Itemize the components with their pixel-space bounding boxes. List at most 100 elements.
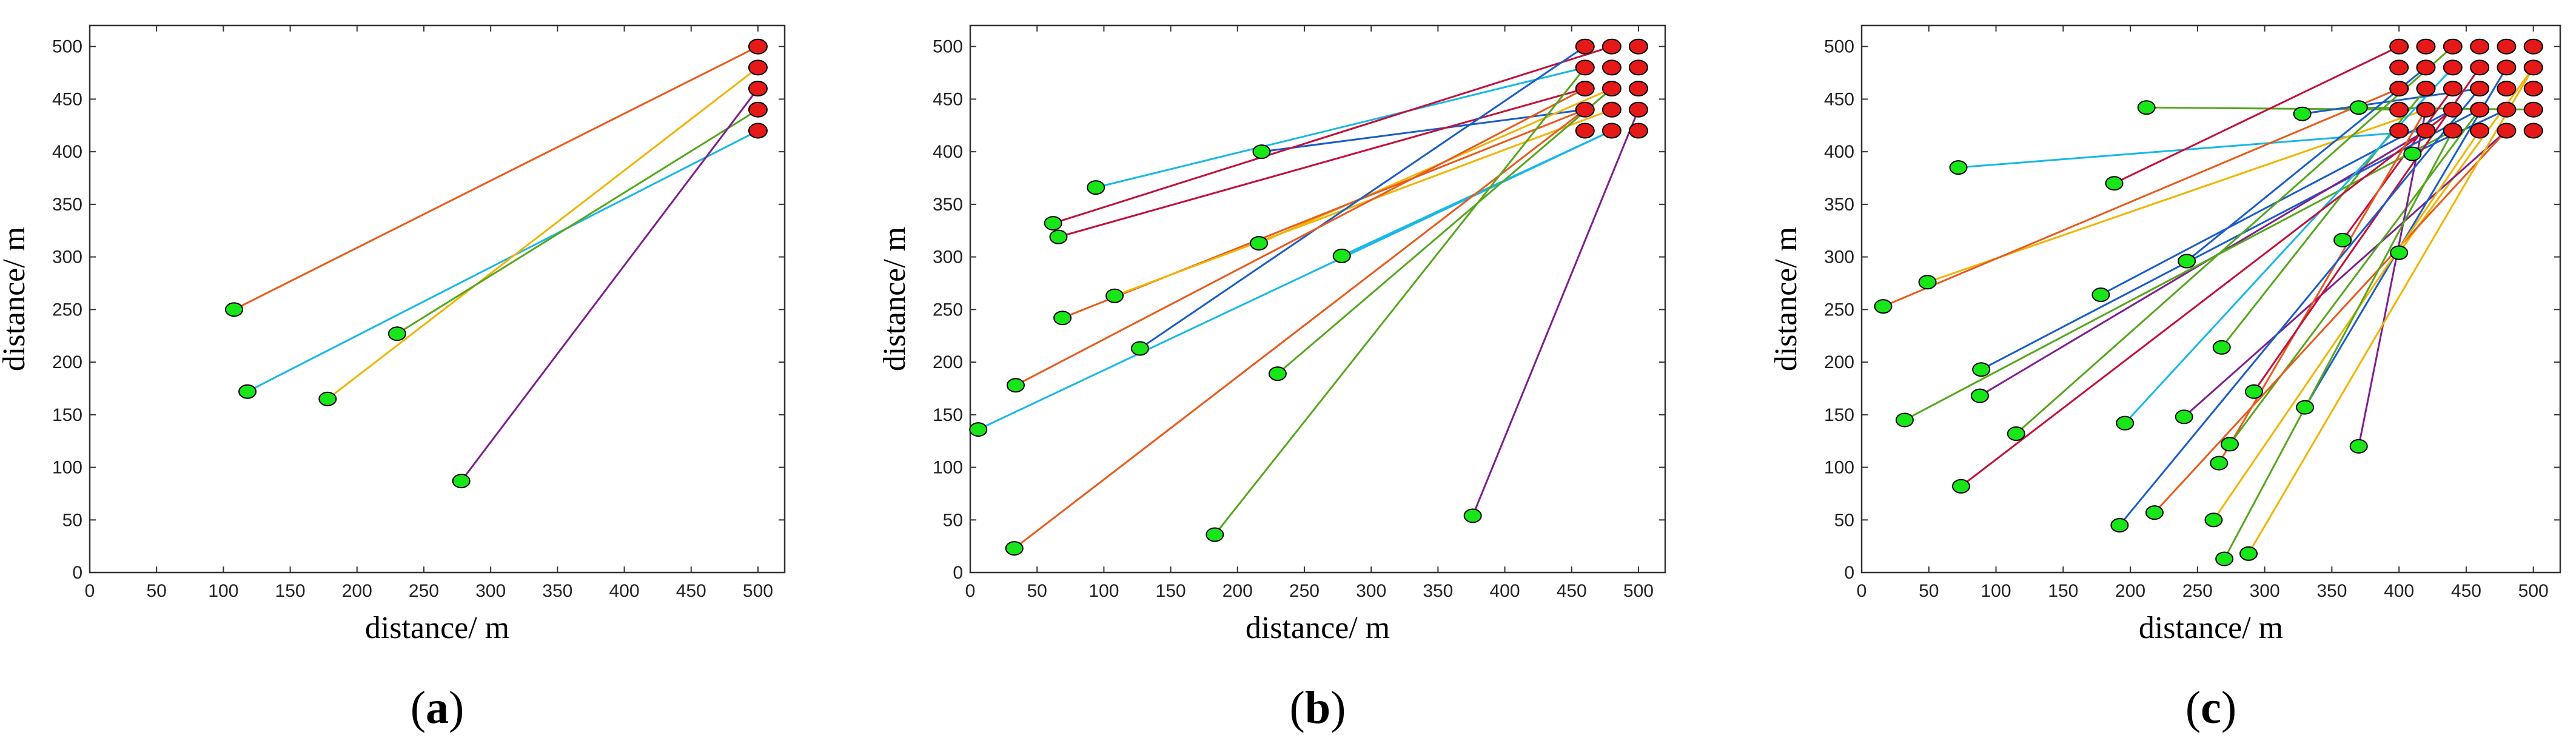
link-line bbox=[2247, 67, 2534, 554]
y-tick-label: 200 bbox=[52, 352, 82, 372]
base-station-point bbox=[748, 38, 768, 55]
x-tick-label: 150 bbox=[275, 581, 306, 601]
x-tick-label: 250 bbox=[2182, 581, 2213, 601]
y-tick-label: 100 bbox=[1824, 458, 1854, 478]
x-tick-label: 0 bbox=[965, 581, 976, 601]
sensor-node-point bbox=[1105, 288, 1124, 303]
base-station-point bbox=[2443, 81, 2463, 97]
base-station-point bbox=[2389, 81, 2409, 97]
x-tick-label: 150 bbox=[1156, 581, 1186, 601]
link-line bbox=[2223, 130, 2454, 560]
link-line bbox=[2213, 130, 2481, 521]
base-station-point bbox=[748, 101, 768, 118]
base-station-point bbox=[2470, 59, 2490, 76]
sensor-node-point bbox=[2175, 409, 2193, 425]
sensor-node-point bbox=[318, 391, 337, 406]
panel-label: (a) bbox=[411, 682, 465, 733]
y-tick-label: 300 bbox=[52, 247, 82, 267]
base-station-point bbox=[1575, 81, 1595, 97]
link-line bbox=[1114, 109, 1612, 297]
link-line bbox=[1015, 87, 1586, 386]
link-line bbox=[1961, 109, 2454, 487]
x-tick-label: 200 bbox=[342, 581, 372, 601]
sensor-node-point bbox=[1972, 362, 1991, 377]
base-station-point bbox=[2443, 123, 2463, 139]
sensor-node-point bbox=[2333, 232, 2352, 247]
panel-letter: b bbox=[1305, 682, 1330, 733]
base-station-point bbox=[1602, 101, 1622, 118]
link-line bbox=[233, 45, 759, 311]
x-tick-label: 100 bbox=[1088, 581, 1119, 601]
y-tick-label: 450 bbox=[52, 89, 82, 109]
link-line bbox=[460, 88, 759, 482]
base-station-point bbox=[1628, 101, 1648, 118]
y-tick-label: 0 bbox=[1844, 563, 1854, 583]
link-line bbox=[1214, 67, 1586, 536]
base-station-point bbox=[2497, 38, 2517, 55]
sensor-node-point bbox=[2293, 106, 2312, 121]
sensor-node-point bbox=[2403, 146, 2422, 161]
y-axis-label: distance/ m bbox=[0, 227, 32, 371]
link-line bbox=[2341, 88, 2454, 241]
base-station-point bbox=[2389, 123, 2409, 139]
sensor-node-point bbox=[2007, 426, 2025, 442]
x-tick-label: 200 bbox=[2115, 581, 2145, 601]
y-tick-label: 200 bbox=[1824, 352, 1854, 372]
panel-letter: c bbox=[2201, 682, 2221, 733]
x-tick-label: 400 bbox=[1490, 581, 1520, 601]
sensor-node-point bbox=[238, 384, 257, 399]
base-station-point bbox=[2497, 101, 2517, 118]
link-line bbox=[1276, 87, 1612, 375]
y-tick-label: 300 bbox=[933, 247, 963, 267]
base-station-point bbox=[2443, 38, 2463, 55]
sensor-node-point bbox=[1463, 508, 1482, 523]
link-line bbox=[2253, 67, 2481, 392]
base-station-point bbox=[1575, 38, 1595, 55]
y-tick-label: 50 bbox=[943, 510, 963, 530]
y-tick-label: 100 bbox=[933, 458, 963, 478]
link-line bbox=[2153, 130, 2507, 514]
base-station-point bbox=[1628, 59, 1648, 76]
y-tick-label: 250 bbox=[52, 300, 82, 320]
x-tick-label: 500 bbox=[2518, 581, 2549, 601]
x-tick-label: 250 bbox=[409, 581, 439, 601]
x-tick-label: 150 bbox=[2048, 581, 2078, 601]
sensor-node-point bbox=[1874, 299, 1893, 314]
base-station-point bbox=[2416, 101, 2436, 118]
x-tick-label: 500 bbox=[743, 581, 773, 601]
x-tick-label: 50 bbox=[1027, 581, 1047, 601]
sensor-node-point bbox=[1005, 541, 1024, 556]
link-line bbox=[2229, 109, 2481, 445]
sensor-node-point bbox=[1332, 248, 1351, 263]
x-tick-label: 500 bbox=[1623, 581, 1654, 601]
x-tick-label: 450 bbox=[2451, 581, 2481, 601]
sensor-node-point bbox=[2116, 415, 2135, 431]
base-station-point bbox=[1602, 123, 1622, 139]
x-tick-label: 450 bbox=[1557, 581, 1587, 601]
link-line bbox=[247, 130, 759, 392]
y-tick-label: 400 bbox=[1824, 142, 1854, 162]
sensor-node-point bbox=[2210, 455, 2229, 471]
y-tick-label: 100 bbox=[52, 458, 82, 478]
y-tick-label: 0 bbox=[953, 563, 963, 583]
base-station-point bbox=[2470, 123, 2490, 139]
sensor-node-point bbox=[452, 474, 471, 489]
sensor-node-point bbox=[2105, 176, 2124, 191]
y-tick-label: 300 bbox=[1824, 247, 1854, 267]
plot-frame bbox=[89, 24, 786, 574]
sensor-node-point bbox=[2212, 340, 2231, 355]
sensor-node-point bbox=[1049, 229, 1068, 244]
y-tick-label: 450 bbox=[1824, 89, 1854, 109]
sensor-node-point bbox=[2349, 100, 2368, 115]
sensor-node-point bbox=[2390, 245, 2409, 260]
x-axis-label: distance/ m bbox=[2139, 611, 2283, 645]
x-tick-label: 100 bbox=[1981, 581, 2011, 601]
sensor-node-point bbox=[225, 302, 244, 317]
link-line bbox=[2119, 88, 2481, 526]
sensor-node-point bbox=[2137, 100, 2156, 115]
y-tick-label: 200 bbox=[933, 352, 963, 372]
x-axis-label: distance/ m bbox=[365, 611, 509, 645]
x-tick-label: 350 bbox=[542, 581, 572, 601]
sensor-node-point bbox=[2244, 384, 2263, 399]
sensor-node-point bbox=[969, 422, 988, 437]
